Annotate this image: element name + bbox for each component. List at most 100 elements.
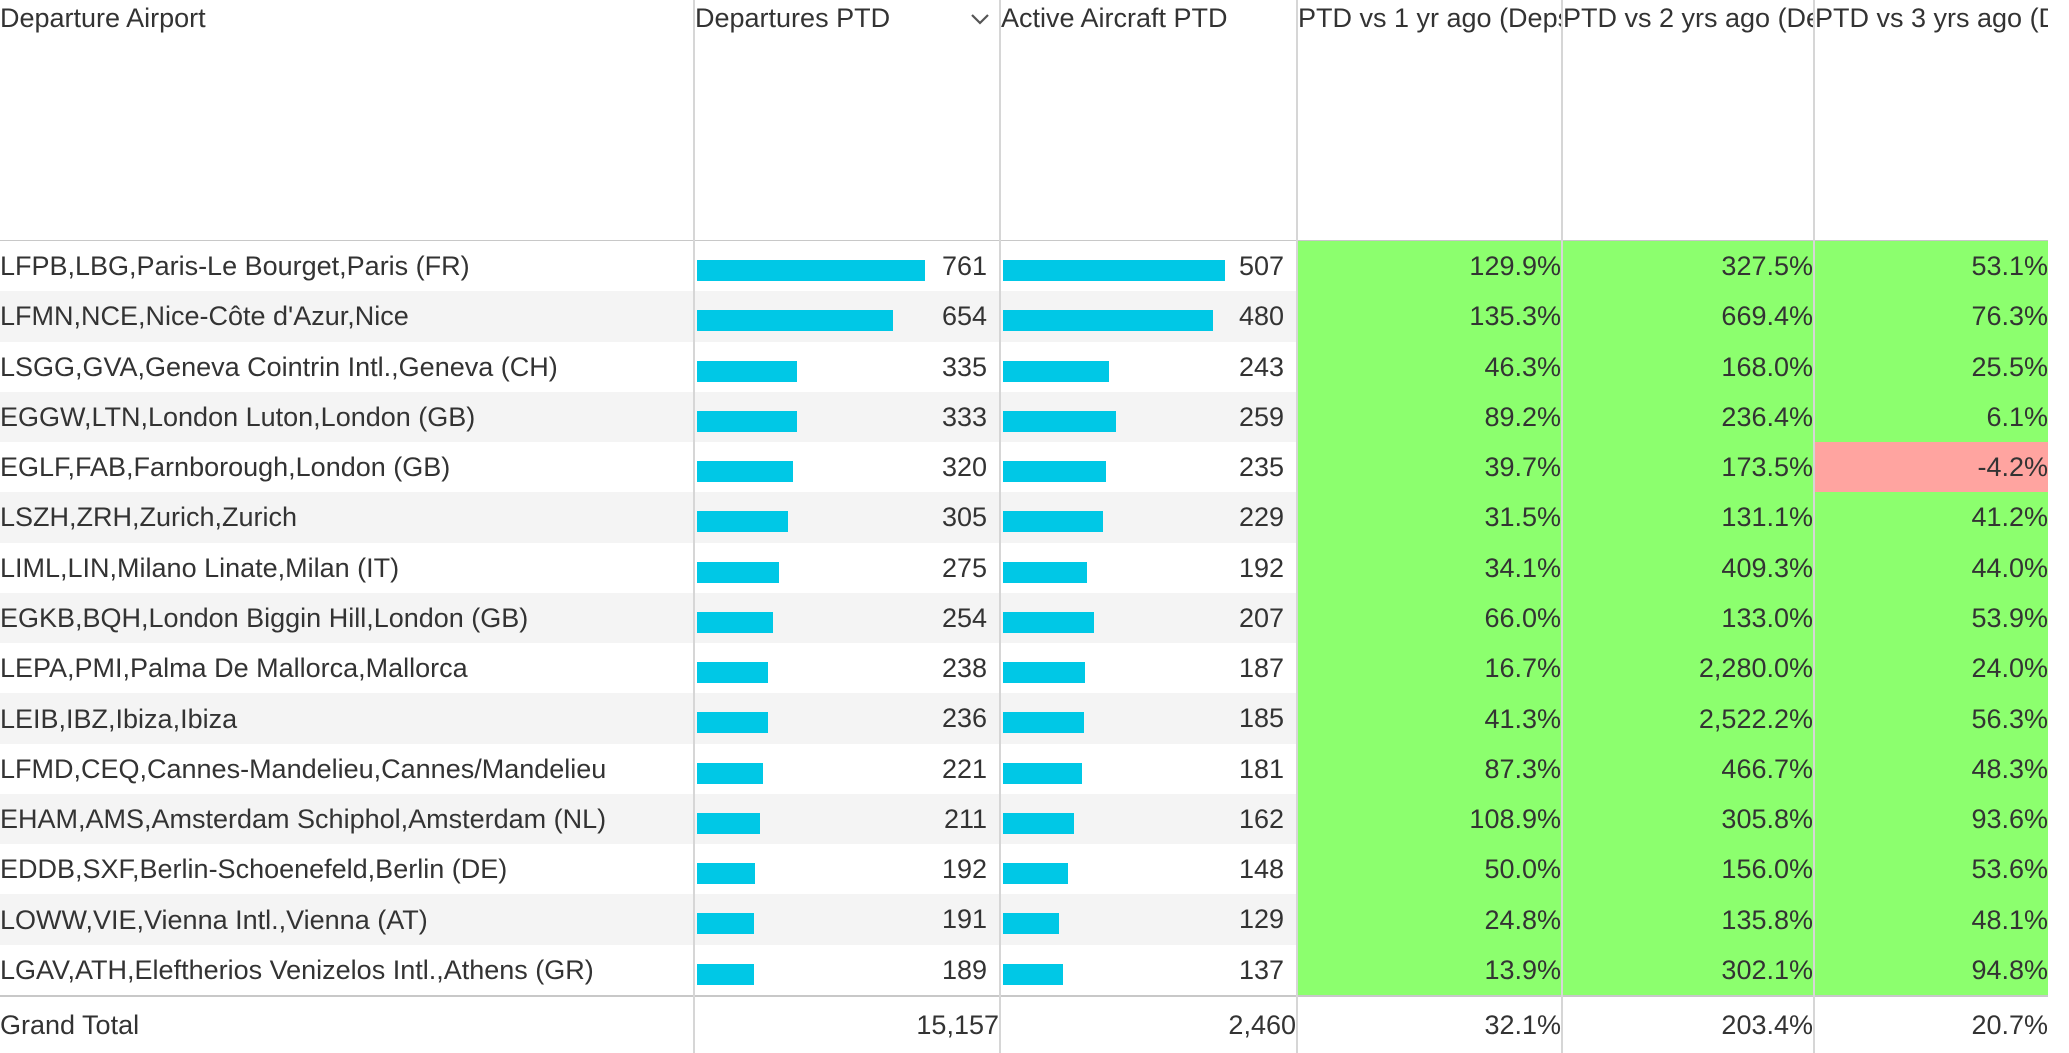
table-row[interactable]: LEIB,IBZ,Ibiza,Ibiza 236 185 41.3% 2,522.2% 5… xyxy=(0,693,2048,744)
table-row[interactable]: LSZH,ZRH,Zurich,Zurich 305 229 31.5% 131.1% 4… xyxy=(0,492,2048,543)
aircraft-cell: 243 xyxy=(999,341,1297,392)
column-header-active-aircraft[interactable]: Active Aircraft PTD xyxy=(999,0,1297,241)
airport-name: EGLF,FAB,Farnborough,London (GB) xyxy=(0,452,451,483)
airport-name: EGGW,LTN,London Luton,London (GB) xyxy=(0,401,476,432)
departures-value: 254 xyxy=(941,602,987,633)
table-body: LFPB,LBG,Paris-Le Bourget,Paris (FR) 761 5… xyxy=(0,240,2048,996)
aircraft-value: 129 xyxy=(1238,904,1284,935)
departures-value: 221 xyxy=(941,753,987,784)
aircraft-cell: 192 xyxy=(999,542,1297,593)
column-header-label: Active Aircraft PTD xyxy=(1001,3,1228,33)
aircraft-bar xyxy=(1003,913,1060,935)
aircraft-value: 229 xyxy=(1238,502,1284,533)
table-row[interactable]: EHAM,AMS,Amsterdam Schiphol,Amsterdam (N… xyxy=(0,793,2048,845)
vs-2yrs-value: 305.8% xyxy=(1561,793,1814,845)
vs-2yrs-value: 168.0% xyxy=(1561,341,1814,392)
departures-cell: 238 xyxy=(693,643,1000,694)
departures-bar xyxy=(697,410,797,432)
column-header-departures[interactable]: Departures PTD xyxy=(693,0,1000,241)
table-row[interactable]: LSGG,GVA,Geneva Cointrin Intl.,Geneva (C… xyxy=(0,341,2048,392)
vs-3yrs-value: 44.0% xyxy=(1813,542,2048,593)
vs-1yr-value: 41.3% xyxy=(1296,693,1562,744)
table-row[interactable]: LFPB,LBG,Paris-Le Bourget,Paris (FR) 761 5… xyxy=(0,240,2048,292)
departures-cell: 333 xyxy=(693,391,1000,443)
aircraft-value: 162 xyxy=(1238,803,1284,834)
table-row[interactable]: EGLF,FAB,Farnborough,London (GB) 320 235 39… xyxy=(0,442,2048,493)
aircraft-value: 148 xyxy=(1238,854,1284,885)
departures-value: 238 xyxy=(941,653,987,684)
chevron-down-icon[interactable] xyxy=(969,2,991,38)
vs-1yr-value: 39.7% xyxy=(1296,442,1562,493)
airport-name: EDDB,SXF,Berlin-Schoenefeld,Berlin (DE) xyxy=(0,854,508,885)
vs-3yrs-value: 93.6% xyxy=(1813,793,2048,845)
aircraft-bar xyxy=(1003,963,1063,985)
aircraft-value: 243 xyxy=(1238,351,1284,382)
grand-total-vs-2yrs: 203.4% xyxy=(1561,995,1814,1053)
vs-2yrs-value: 236.4% xyxy=(1561,391,1814,443)
vs-3yrs-value: 24.0% xyxy=(1813,643,2048,694)
column-header-departure-airport[interactable]: Departure Airport xyxy=(0,0,694,241)
vs-2yrs-value: 135.8% xyxy=(1561,894,1814,945)
grand-total-vs-3yrs: 20.7% xyxy=(1813,995,2048,1053)
departures-value: 320 xyxy=(941,452,987,483)
aircraft-cell: 507 xyxy=(999,240,1297,292)
airport-name: EHAM,AMS,Amsterdam Schiphol,Amsterdam (N… xyxy=(0,804,607,835)
departures-bar xyxy=(697,561,780,583)
aircraft-bar xyxy=(1003,762,1083,784)
departures-cell: 335 xyxy=(693,341,1000,392)
vs-3yrs-value: 48.3% xyxy=(1813,743,2048,794)
table-row[interactable]: EGGW,LTN,London Luton,London (GB) 333 259 8… xyxy=(0,391,2048,443)
departures-bar xyxy=(697,611,774,633)
airport-name: LGAV,ATH,Eleftherios Venizelos Intl.,Ath… xyxy=(0,954,594,985)
aircraft-value: 480 xyxy=(1238,301,1284,332)
vs-1yr-value: 89.2% xyxy=(1296,391,1562,443)
table-row[interactable]: LFMD,CEQ,Cannes-Mandelieu,Cannes/Mandeli… xyxy=(0,743,2048,794)
vs-2yrs-value: 669.4% xyxy=(1561,291,1814,342)
departures-bar xyxy=(697,260,925,281)
column-header-vs-2yrs[interactable]: PTD vs 2 yrs ago (Deps) xyxy=(1561,0,1814,241)
departures-value: 191 xyxy=(941,904,987,935)
aircraft-value: 507 xyxy=(1238,251,1284,281)
departures-bar xyxy=(697,712,768,734)
aircraft-cell: 162 xyxy=(999,793,1297,845)
table-row[interactable]: EGKB,BQH,London Biggin Hill,London (GB) 2… xyxy=(0,592,2048,644)
departures-cell: 236 xyxy=(693,693,1000,744)
grand-total-label: Grand Total xyxy=(0,995,694,1053)
column-header-vs-1yr[interactable]: PTD vs 1 yr ago (Deps) xyxy=(1296,0,1562,241)
aircraft-cell: 259 xyxy=(999,391,1297,443)
table-row[interactable]: LFMN,NCE,Nice-Côte d'Azur,Nice 654 480 135.… xyxy=(0,291,2048,342)
column-header-label: PTD vs 3 yrs ago (Deps) xyxy=(1815,3,2048,33)
vs-2yrs-value: 133.0% xyxy=(1561,592,1814,644)
column-header-vs-3yrs[interactable]: PTD vs 3 yrs ago (Deps) xyxy=(1813,0,2048,241)
table-row[interactable]: EDDB,SXF,Berlin-Schoenefeld,Berlin (DE) 1… xyxy=(0,844,2048,895)
departures-bar xyxy=(697,662,769,684)
vs-1yr-value: 129.9% xyxy=(1296,240,1562,292)
aircraft-bar xyxy=(1003,611,1094,633)
departures-cell: 254 xyxy=(693,592,1000,644)
aircraft-bar xyxy=(1003,260,1225,281)
airport-name: LEIB,IBZ,Ibiza,Ibiza xyxy=(0,703,238,734)
table-row[interactable]: LIML,LIN,Milano Linate,Milan (IT) 275 192 3… xyxy=(0,542,2048,593)
aircraft-cell: 185 xyxy=(999,693,1297,744)
aircraft-bar xyxy=(1003,410,1117,432)
departures-value: 333 xyxy=(941,401,987,432)
table-row[interactable]: LGAV,ATH,Eleftherios Venizelos Intl.,Ath… xyxy=(0,944,2048,996)
aircraft-cell: 229 xyxy=(999,492,1297,543)
vs-3yrs-value: -4.2% xyxy=(1813,442,2048,493)
departures-value: 189 xyxy=(941,954,987,985)
airport-name: LIML,LIN,Milano Linate,Milan (IT) xyxy=(0,552,400,583)
vs-2yrs-value: 131.1% xyxy=(1561,492,1814,543)
departures-cell: 189 xyxy=(693,944,1000,996)
departures-bar xyxy=(697,360,798,382)
airport-name: EGKB,BQH,London Biggin Hill,London (GB) xyxy=(0,602,529,633)
aircraft-cell: 187 xyxy=(999,643,1297,694)
vs-3yrs-value: 41.2% xyxy=(1813,492,2048,543)
table-row[interactable]: LEPA,PMI,Palma De Mallorca,Mallorca 238 18… xyxy=(0,643,2048,694)
table-row[interactable]: LOWW,VIE,Vienna Intl.,Vienna (AT) 191 129 2… xyxy=(0,894,2048,945)
airport-name: LFMN,NCE,Nice-Côte d'Azur,Nice xyxy=(0,301,409,332)
departures-cell: 305 xyxy=(693,492,1000,543)
airport-name: LSGG,GVA,Geneva Cointrin Intl.,Geneva (C… xyxy=(0,351,558,382)
departures-bar xyxy=(697,762,764,784)
aircraft-cell: 129 xyxy=(999,894,1297,945)
